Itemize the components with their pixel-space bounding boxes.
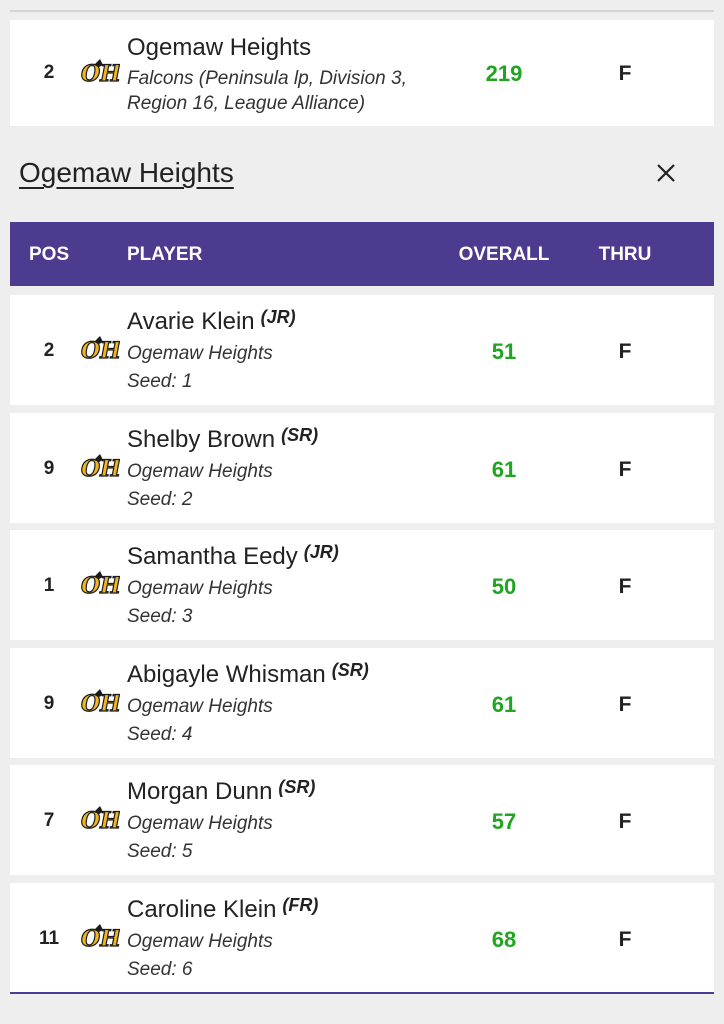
player-name-line[interactable]: Morgan Dunn (SR) <box>127 777 316 806</box>
player-team: Ogemaw Heights <box>127 813 273 834</box>
team-thru: F <box>618 62 632 85</box>
player-overall: 51 <box>491 339 517 364</box>
ogemaw-heights-logo-icon: OH <box>80 800 123 840</box>
player-team: Ogemaw Heights <box>127 578 273 599</box>
player-position: 9 <box>43 693 55 714</box>
header-thru: THRU <box>598 244 652 265</box>
player-thru: F <box>618 340 632 363</box>
team-detail-line1: Falcons (Peninsula lp, Division 3, <box>127 68 407 89</box>
player-grade: (FR) <box>282 895 319 915</box>
ogemaw-heights-logo-icon: OH <box>80 683 123 723</box>
team-detail-line2: Region 16, League Alliance) <box>127 93 366 114</box>
ogemaw-heights-logo-icon: OH <box>80 565 123 605</box>
player-grade: (SR) <box>278 777 316 797</box>
player-grade: (SR) <box>331 660 369 680</box>
player-seed: Seed: 3 <box>127 606 193 627</box>
player-name[interactable]: Caroline Klein <box>127 896 277 923</box>
player-overall: 61 <box>491 692 517 717</box>
header-overall[interactable]: OVERALL <box>458 244 550 265</box>
top-divider <box>10 10 714 12</box>
player-name-line[interactable]: Samantha Eedy (JR) <box>127 542 339 571</box>
player-position: 2 <box>43 340 55 361</box>
player-seed: Seed: 1 <box>127 371 193 392</box>
player-name[interactable]: Morgan Dunn <box>127 778 273 805</box>
team-position: 2 <box>43 62 55 83</box>
player-grade: (JR) <box>303 542 339 562</box>
player-position: 11 <box>38 928 60 949</box>
player-name[interactable]: Avarie Klein <box>127 308 255 335</box>
player-grade: (JR) <box>260 307 296 327</box>
ogemaw-heights-logo-icon: OH <box>80 448 123 488</box>
player-row[interactable]: 9 OH Abigayle Whisman (SR) Ogemaw Heights See… <box>10 648 714 758</box>
player-position: 7 <box>43 810 55 831</box>
player-thru: F <box>618 693 632 716</box>
player-thru: F <box>618 928 632 951</box>
player-grade: (SR) <box>281 425 319 445</box>
logo-text: OH <box>81 573 120 599</box>
player-seed: Seed: 5 <box>127 841 193 862</box>
player-thru: F <box>618 575 632 598</box>
player-seed: Seed: 2 <box>127 489 193 510</box>
player-name[interactable]: Shelby Brown <box>127 426 276 453</box>
player-name[interactable]: Abigayle Whisman <box>127 661 326 688</box>
logo-text: OH <box>81 926 120 952</box>
player-thru: F <box>618 810 632 833</box>
team-name: Ogemaw Heights <box>127 34 312 61</box>
player-name[interactable]: Samantha Eedy <box>127 543 298 570</box>
player-overall: 57 <box>491 809 517 834</box>
player-name-line[interactable]: Shelby Brown (SR) <box>127 425 319 454</box>
ogemaw-heights-logo-icon: OH <box>80 918 123 958</box>
player-team: Ogemaw Heights <box>127 696 273 717</box>
player-row[interactable]: 9 OH Shelby Brown (SR) Ogemaw Heights Seed: 2… <box>10 413 714 523</box>
player-overall: 50 <box>491 574 517 599</box>
header-player[interactable]: PLAYER <box>127 244 203 265</box>
player-thru: F <box>618 458 632 481</box>
player-position: 9 <box>43 458 55 479</box>
player-team: Ogemaw Heights <box>127 461 273 482</box>
player-overall: 68 <box>491 927 517 952</box>
player-name-line[interactable]: Avarie Klein (JR) <box>127 307 296 336</box>
player-team: Ogemaw Heights <box>127 931 273 952</box>
bottom-divider <box>10 992 714 994</box>
player-overall: 61 <box>491 457 517 482</box>
header-pos: POS <box>29 244 70 265</box>
player-row[interactable]: 1 OH Samantha Eedy (JR) Ogemaw Heights Seed: … <box>10 530 714 640</box>
ogemaw-heights-logo-icon: OH <box>80 330 123 370</box>
player-seed: Seed: 6 <box>127 959 193 980</box>
ogemaw-heights-logo-icon: OH <box>80 53 123 93</box>
team-summary-row[interactable]: 2 OH Ogemaw Heights Falcons (Peninsula l… <box>10 20 714 126</box>
player-position: 1 <box>43 575 55 596</box>
player-name-line[interactable]: Abigayle Whisman (SR) <box>127 660 369 689</box>
team-section-title[interactable]: Ogemaw Heights <box>19 157 234 188</box>
player-seed: Seed: 4 <box>127 724 193 745</box>
close-icon[interactable] <box>648 156 684 192</box>
player-name-line[interactable]: Caroline Klein (FR) <box>127 895 319 924</box>
player-team: Ogemaw Heights <box>127 343 273 364</box>
player-row[interactable]: 11 OH Caroline Klein (FR) Ogemaw Heights Seed… <box>10 883 714 993</box>
player-row[interactable]: 2 OH Avarie Klein (JR) Ogemaw Heights Seed: 1… <box>10 295 714 405</box>
table-header: POS PLAYER OVERALL THRU <box>10 222 714 286</box>
team-score: 219 <box>485 61 523 86</box>
